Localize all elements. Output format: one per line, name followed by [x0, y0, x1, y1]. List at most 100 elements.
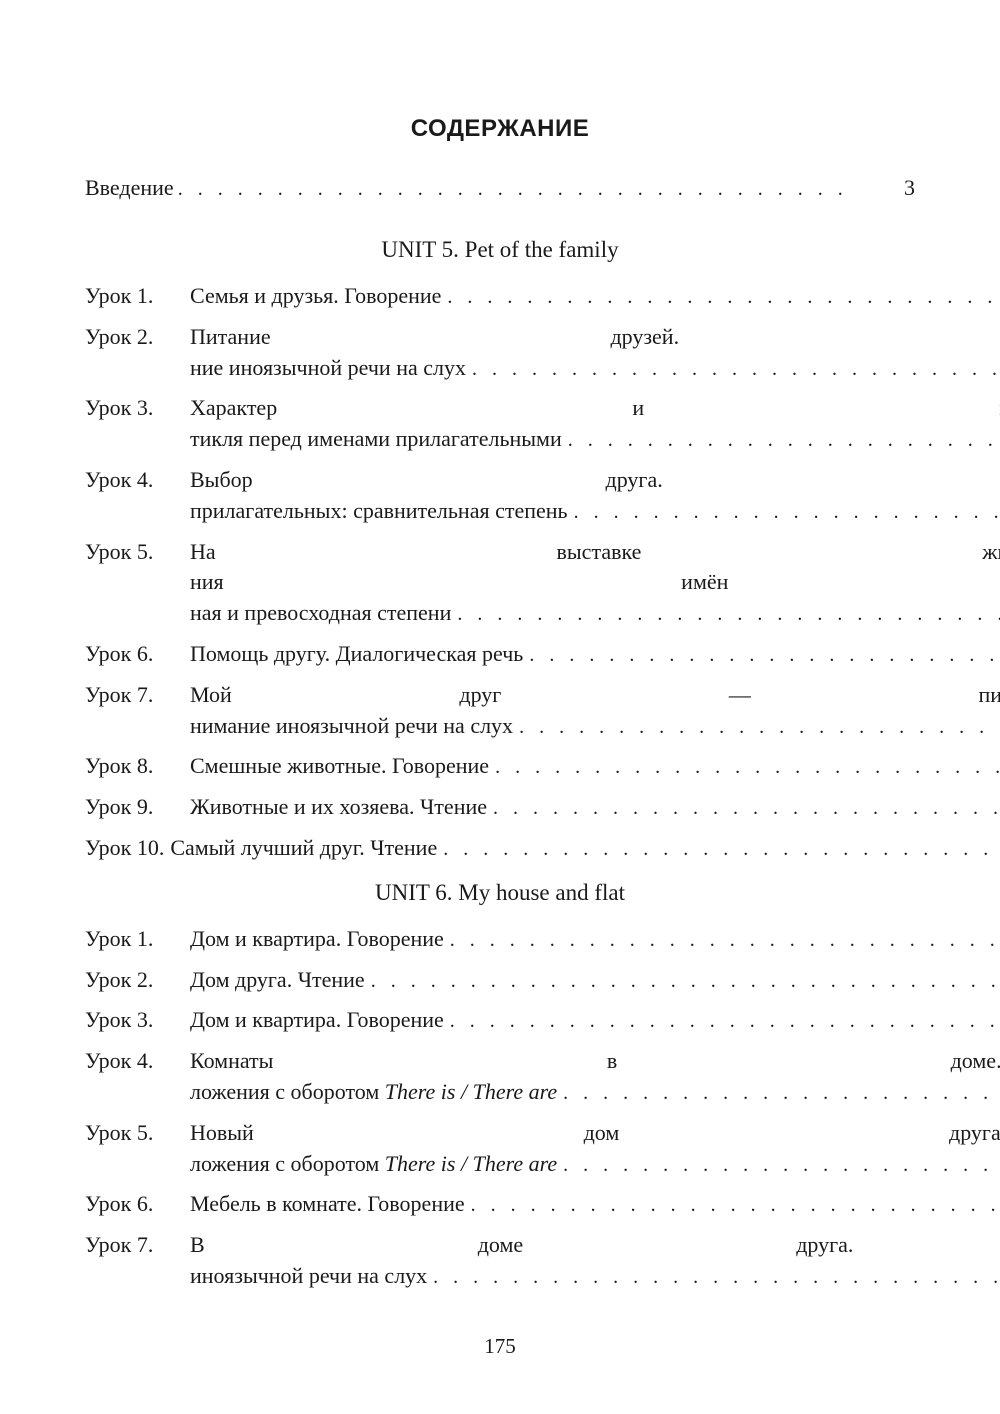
footer-page-number: 175 [0, 1334, 1000, 1359]
entry-last-line: Животные и их хозяева. Чтение. . . . . .… [190, 792, 1000, 823]
entry-line: Новый дом друга. Вопросительные пред- [190, 1118, 1000, 1149]
lesson-label: Урок 7. [85, 1230, 190, 1261]
lesson-label: Урок 5. [85, 537, 190, 568]
entry-last-line: ложения с оборотом There is / There are.… [190, 1149, 1000, 1180]
entry-text: Самый лучший друг. Чтение [170, 833, 437, 864]
toc-title: СОДЕРЖАНИЕ [85, 115, 915, 143]
toc-entry: Урок 6.Помощь другу. Диалогическая речь.… [85, 639, 915, 670]
leader-dots: . . . . . . . . . . . . . . . . . . . . … [465, 1191, 1000, 1219]
lesson-label: Урок 3. [85, 393, 190, 424]
toc-entry: Урок 3.Дом и квартира. Говорение. . . . … [85, 1005, 915, 1036]
entry-last-line: прилагательных: сравнительная степень. .… [190, 496, 1000, 527]
toc-entry: Урок 2.Питание друзей. Восприятие и пони… [85, 322, 915, 384]
entry-body: Дом друга. Чтение. . . . . . . . . . . .… [190, 965, 1000, 996]
lesson-label: Урок 2. [85, 965, 190, 996]
entry-body: Комнаты в доме. Утвердительные пред-ложе… [190, 1046, 1000, 1108]
toc-entry: Урок 3.Характер и внешность. Отсутствие … [85, 393, 915, 455]
leader-dots: . . . . . . . . . . . . . . . . . . . . … [489, 753, 1000, 781]
entry-text: Дом друга. Чтение [190, 965, 365, 996]
entry-body: Животные и их хозяева. Чтение. . . . . .… [190, 792, 1000, 823]
leader-dots: . . . . . . . . . . . . . . . . . . . . … [174, 178, 855, 201]
entry-line: На выставке животных. Степени сравне- [190, 537, 1000, 568]
lesson-label: Урок 10. [85, 833, 170, 864]
leader-dots: . . . . . . . . . . . . . . . . . . . . … [562, 426, 1000, 454]
entry-body: Самый лучший друг. Чтение. . . . . . . .… [170, 833, 1000, 864]
lesson-label: Урок 8. [85, 751, 190, 782]
lesson-label: Урок 3. [85, 1005, 190, 1036]
units-container: UNIT 5. Pet of the familyУрок 1.Семья и … [85, 237, 915, 1292]
entry-line: Выбор друга. Степени сравнения имён [190, 465, 1000, 496]
toc-entry: Урок 1.Семья и друзья. Говорение. . . . … [85, 281, 915, 312]
leader-dots: . . . . . . . . . . . . . . . . . . . . … [523, 641, 1000, 669]
lesson-label: Урок 1. [85, 281, 190, 312]
entry-body: В доме друга. Восприятие и пониманиеиноя… [190, 1230, 1000, 1292]
entry-text: ная и превосходная степени [190, 598, 451, 629]
lesson-label: Урок 7. [85, 680, 190, 711]
entry-last-line: Дом и квартира. Говорение. . . . . . . .… [190, 1005, 1000, 1036]
entry-body: Выбор друга. Степени сравнения имёнприла… [190, 465, 1000, 527]
leader-dots: . . . . . . . . . . . . . . . . . . . . … [427, 1263, 1000, 1291]
entry-text: Семья и друзья. Говорение [190, 281, 441, 312]
entry-last-line: Дом и квартира. Говорение. . . . . . . .… [190, 924, 1000, 955]
entry-last-line: Семья и друзья. Говорение. . . . . . . .… [190, 281, 1000, 312]
toc-entry: Урок 4.Комнаты в доме. Утвердительные пр… [85, 1046, 915, 1108]
entry-last-line: Помощь другу. Диалогическая речь. . . . … [190, 639, 1000, 670]
lesson-label: Урок 6. [85, 1189, 190, 1220]
toc-entry: Урок 1.Дом и квартира. Говорение. . . . … [85, 924, 915, 955]
entry-text: Дом и квартира. Говорение [190, 1005, 444, 1036]
entry-body: Мой друг — питомец. Восприятие и по-нима… [190, 680, 1000, 742]
toc-entry: Урок 5.На выставке животных. Степени сра… [85, 537, 915, 629]
entry-line: Комнаты в доме. Утвердительные пред- [190, 1046, 1000, 1077]
toc-entry: Урок 9.Животные и их хозяева. Чтение. . … [85, 792, 915, 823]
entry-text: Дом и квартира. Говорение [190, 924, 444, 955]
entry-body: Дом и квартира. Говорение. . . . . . . .… [190, 1005, 1000, 1036]
intro-page: 3 [855, 175, 915, 201]
entry-last-line: ная и превосходная степени. . . . . . . … [190, 598, 1000, 629]
entry-text: ложения с оборотом There is / There are [190, 1077, 557, 1108]
entry-text: ние иноязычной речи на слух [190, 353, 466, 384]
lesson-label: Урок 4. [85, 1046, 190, 1077]
entry-last-line: ложения с оборотом There is / There are.… [190, 1077, 1000, 1108]
entry-last-line: иноязычной речи на слух. . . . . . . . .… [190, 1261, 1000, 1292]
lesson-label: Урок 4. [85, 465, 190, 496]
entry-body: Семья и друзья. Говорение. . . . . . . .… [190, 281, 1000, 312]
entry-text: иноязычной речи на слух [190, 1261, 427, 1292]
leader-dots: . . . . . . . . . . . . . . . . . . . . … [441, 283, 1000, 311]
lesson-label: Урок 1. [85, 924, 190, 955]
entry-text: Помощь другу. Диалогическая речь [190, 639, 523, 670]
entry-text: нимание иноязычной речи на слух [190, 711, 513, 742]
entry-line: ния имён прилагательных: сравнитель- [190, 567, 1000, 598]
toc-entry: Урок 5.Новый дом друга. Вопросительные п… [85, 1118, 915, 1180]
entry-text: Мебель в комнате. Говорение [190, 1189, 465, 1220]
entry-last-line: Дом друга. Чтение. . . . . . . . . . . .… [190, 965, 1000, 996]
toc-entry: Урок 7.Мой друг — питомец. Восприятие и … [85, 680, 915, 742]
lesson-label: Урок 9. [85, 792, 190, 823]
entry-text: прилагательных: сравнительная степень [190, 496, 568, 527]
toc-entry: Урок 10.Самый лучший друг. Чтение. . . .… [85, 833, 915, 864]
toc-entry: Урок 4.Выбор друга. Степени сравнения им… [85, 465, 915, 527]
entry-last-line: Смешные животные. Говорение. . . . . . .… [190, 751, 1000, 782]
leader-dots: . . . . . . . . . . . . . . . . . . . . … [365, 967, 1000, 995]
leader-dots: . . . . . . . . . . . . . . . . . . . . … [557, 1151, 1000, 1179]
entry-last-line: Мебель в комнате. Говорение. . . . . . .… [190, 1189, 1000, 1220]
entry-text: тикля перед именами прилагательными [190, 424, 562, 455]
entry-line: Характер и внешность. Отсутствие ар- [190, 393, 1000, 424]
entry-body: Мебель в комнате. Говорение. . . . . . .… [190, 1189, 1000, 1220]
entry-last-line: Самый лучший друг. Чтение. . . . . . . .… [170, 833, 1000, 864]
entry-line: Мой друг — питомец. Восприятие и по- [190, 680, 1000, 711]
entry-text: Животные и их хозяева. Чтение [190, 792, 487, 823]
entry-body: Характер и внешность. Отсутствие ар-тикл… [190, 393, 1000, 455]
lesson-label: Урок 2. [85, 322, 190, 353]
leader-dots: . . . . . . . . . . . . . . . . . . . . … [451, 600, 1000, 628]
entry-text: Смешные животные. Говорение [190, 751, 489, 782]
lesson-label: Урок 6. [85, 639, 190, 670]
entry-body: Новый дом друга. Вопросительные пред-лож… [190, 1118, 1000, 1180]
unit-heading: UNIT 5. Pet of the family [85, 237, 915, 263]
entry-body: Дом и квартира. Говорение. . . . . . . .… [190, 924, 1000, 955]
leader-dots: . . . . . . . . . . . . . . . . . . . . … [487, 794, 1000, 822]
entry-text: ложения с оборотом There is / There are [190, 1149, 557, 1180]
entry-line: Питание друзей. Восприятие и понима- [190, 322, 1000, 353]
entry-body: Питание друзей. Восприятие и понима-ние … [190, 322, 1000, 384]
leader-dots: . . . . . . . . . . . . . . . . . . . . … [568, 498, 1000, 526]
toc-entry: Урок 2.Дом друга. Чтение. . . . . . . . … [85, 965, 915, 996]
